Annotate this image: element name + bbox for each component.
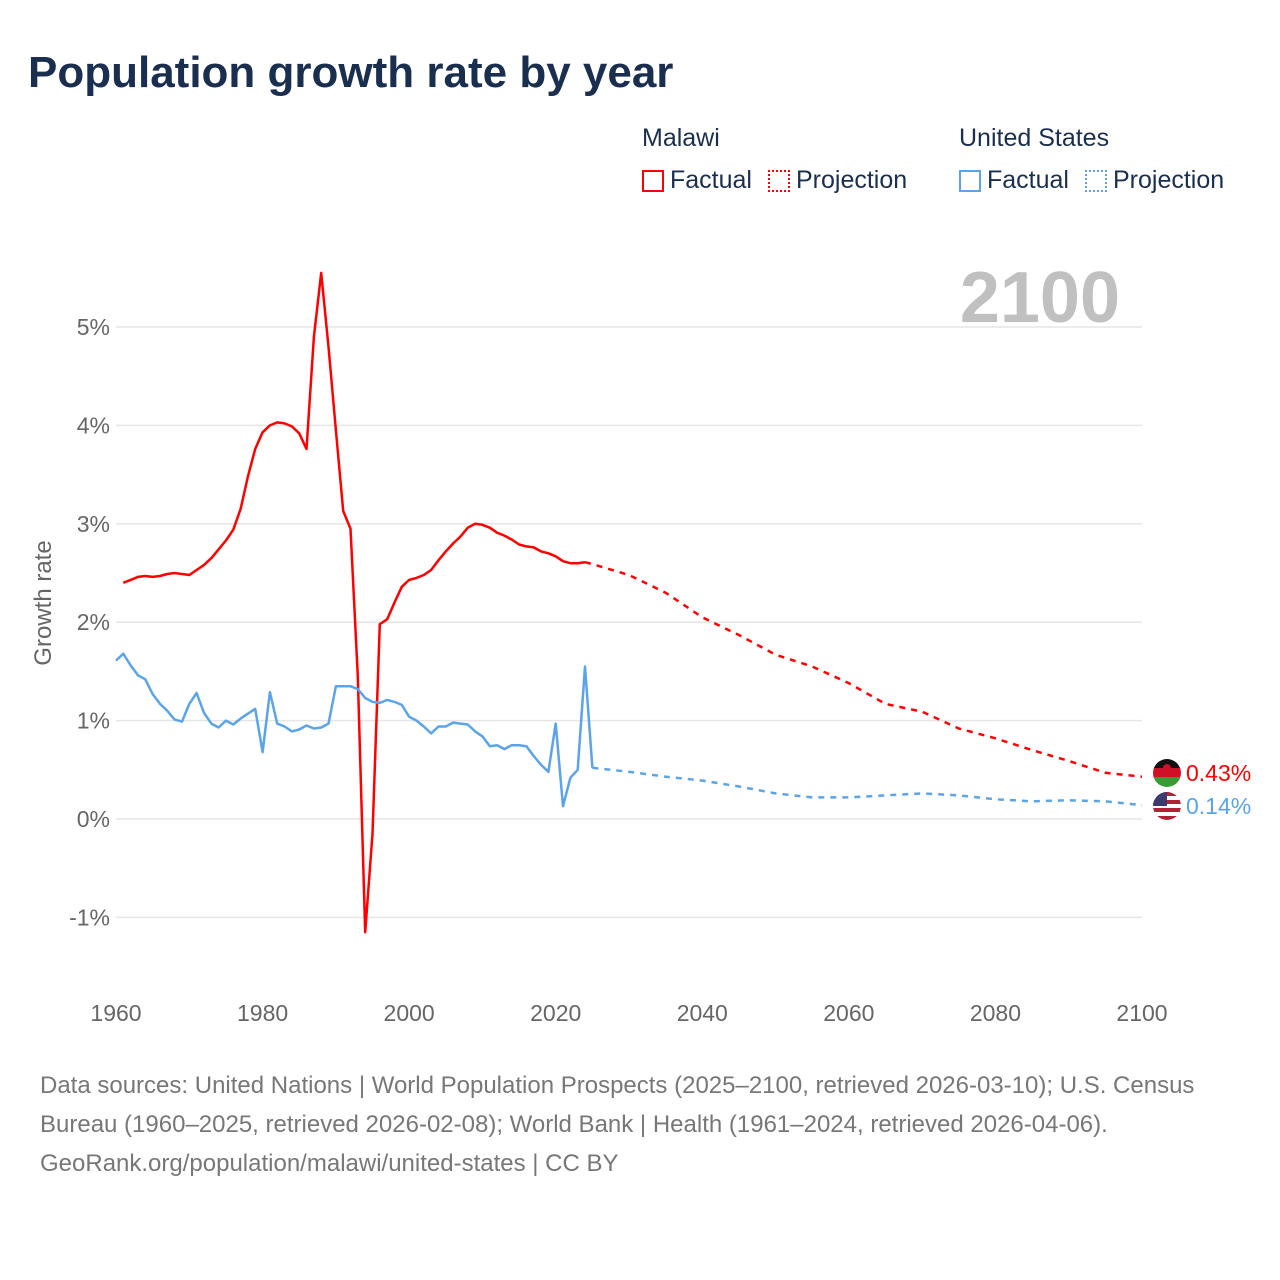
series-line-united-states-factual	[115, 652, 594, 808]
legend-malawi-factual[interactable]: Factual	[642, 166, 752, 195]
legend-us-projection[interactable]: Projection	[1084, 166, 1225, 195]
x-tick-label: 2060	[823, 1000, 874, 1026]
year-watermark: 2100	[960, 258, 1120, 338]
legend-label: Factual	[670, 166, 752, 194]
us-flag-icon	[1153, 792, 1181, 820]
x-tick-label: 2080	[970, 1000, 1021, 1026]
series-line-united-states-projection	[592, 766, 1143, 807]
legend-label: Projection	[1112, 166, 1225, 194]
dotted-swatch-icon	[767, 169, 790, 192]
legend-group-us: United States	[959, 124, 1110, 152]
y-axis-label: Growth rate	[30, 540, 57, 665]
series-line-malawi-projection	[584, 560, 1143, 778]
x-tick-label: 2020	[530, 1000, 581, 1026]
legend-label: Factual	[987, 166, 1069, 194]
solid-swatch-icon	[959, 169, 981, 192]
dotted-swatch-icon	[1084, 169, 1107, 192]
y-tick-label: 2%	[77, 609, 110, 635]
x-tick-label: 2000	[384, 1000, 435, 1026]
legend-group-malawi: Malawi	[642, 124, 720, 152]
y-tick-label: 4%	[77, 412, 110, 438]
x-tick-label: 2100	[1116, 1000, 1167, 1026]
line-chart: -1% 0% 1% 2% 3% 4% 5% 1960 1980 2000 2020 2040 2060 2…	[30, 258, 1251, 1026]
series-line-malawi-factual	[122, 271, 586, 934]
legend-us-factual[interactable]: Factual	[959, 166, 1069, 195]
legend-malawi: Factual Projection	[642, 166, 907, 195]
malawi-flag-icon	[1153, 759, 1181, 787]
x-tick-label: 2040	[677, 1000, 728, 1026]
page-title: Population growth rate by year	[28, 48, 674, 97]
legend-label: Projection	[795, 166, 908, 194]
data-sources: Data sources: United Nations | World Pop…	[40, 1072, 1195, 1138]
legend-us: Factual Projection	[959, 166, 1224, 195]
y-tick-label: -1%	[69, 904, 110, 930]
source-link[interactable]: GeoRank.org/population/malawi/united-sta…	[40, 1150, 619, 1177]
y-tick-label: 0%	[77, 806, 110, 832]
y-tick-label: 1%	[77, 708, 110, 734]
solid-swatch-icon	[642, 169, 664, 192]
x-tick-label: 1980	[237, 1000, 288, 1026]
legend-malawi-projection[interactable]: Projection	[767, 166, 908, 195]
x-tick-label: 1960	[90, 1000, 141, 1026]
end-label-us: 0.14%	[1186, 793, 1251, 819]
y-tick-label: 3%	[77, 511, 110, 537]
y-tick-label: 5%	[77, 314, 110, 340]
end-label-malawi: 0.43%	[1186, 760, 1251, 786]
footer: Data sources: United Nations | World Pop…	[40, 1066, 1220, 1183]
